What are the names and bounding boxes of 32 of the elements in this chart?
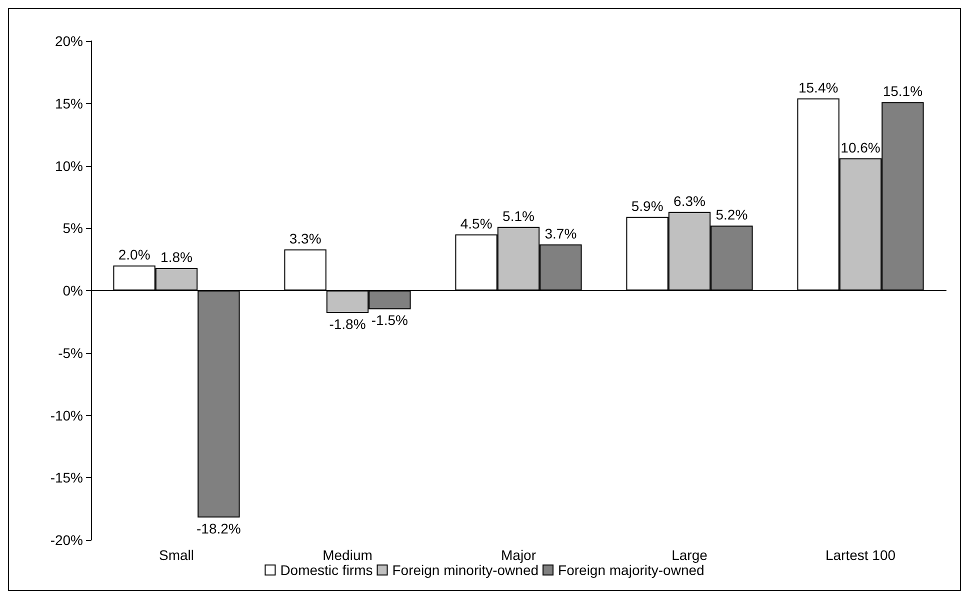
x-tick-label: Major (500, 547, 536, 563)
data-label: 2.0% (118, 246, 150, 263)
x-tick-label: Small (158, 547, 194, 563)
legend-label: Foreign majority-owned (558, 562, 704, 578)
data-label: 15.4% (798, 79, 838, 96)
data-label: 15.1% (882, 83, 923, 100)
data-label: 6.3% (674, 192, 706, 209)
y-tick-label: 10% (54, 158, 83, 174)
data-label: 5.2% (716, 206, 748, 223)
data-label: 5.9% (631, 198, 664, 214)
y-tick-label: -15% (50, 470, 83, 486)
y-tick-label: -10% (50, 407, 83, 424)
data-label: -18.2% (196, 520, 241, 537)
data-label: 4.5% (460, 215, 492, 232)
x-tick-label: Lartest 100 (825, 547, 896, 563)
data-label: -1.5% (371, 312, 408, 328)
data-label: 3.7% (544, 225, 577, 242)
y-tick-label: 15% (54, 95, 83, 112)
legend-label: Domestic firms (280, 562, 373, 578)
y-tick-label: 0% (62, 282, 83, 298)
data-label: -1.8% (329, 316, 366, 332)
y-tick-label: 5% (62, 220, 83, 236)
y-tick-label: -20% (50, 532, 83, 548)
data-label: 3.3% (289, 230, 322, 246)
y-tick-label: -5% (58, 344, 83, 361)
x-tick-label: Medium (322, 547, 372, 563)
data-label: 1.8% (160, 249, 192, 266)
data-label: 10.6% (840, 139, 880, 156)
y-tick-label: 20% (54, 33, 83, 49)
x-tick-label: Large (672, 547, 708, 563)
data-label: 5.1% (502, 208, 534, 224)
legend-label: Foreign minority-owned (392, 562, 539, 578)
